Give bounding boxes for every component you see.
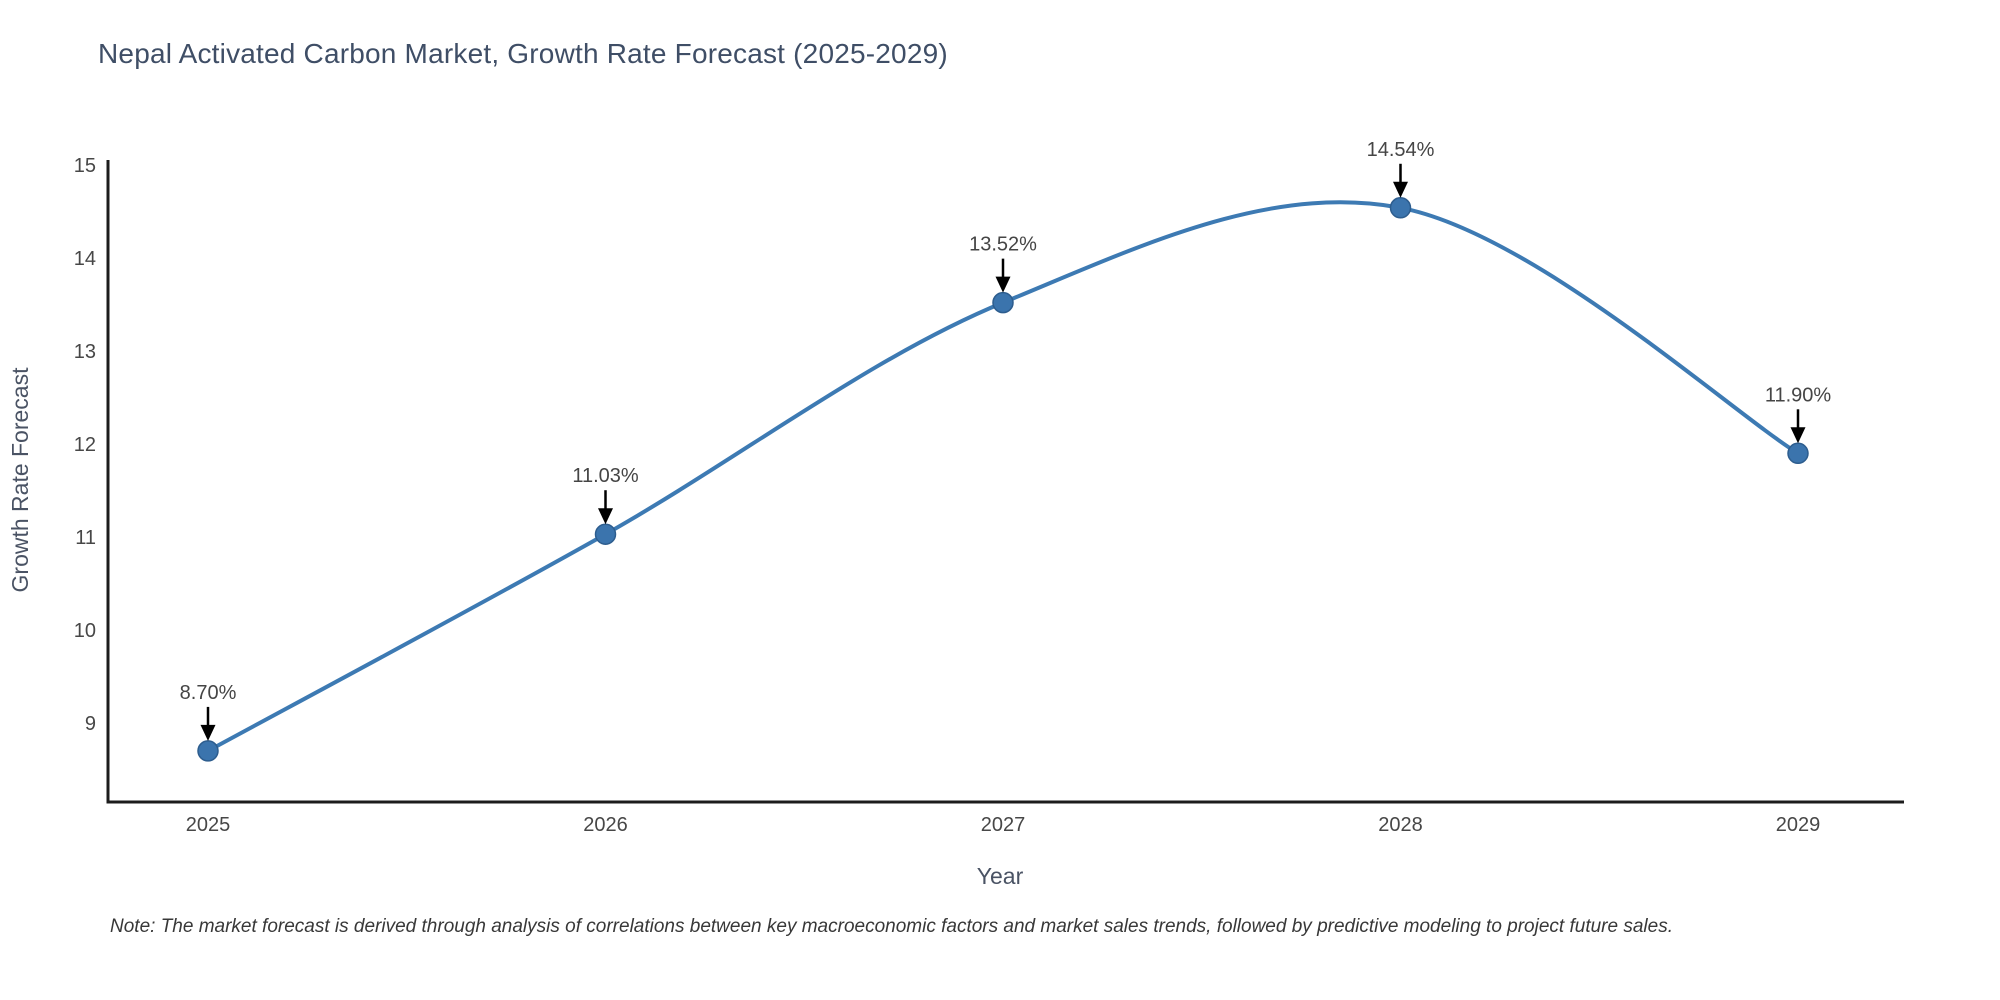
x-tick-label: 2027 [981,814,1026,836]
annotation-arrow-head [598,508,613,525]
y-tick-label: 12 [74,434,96,456]
annotation-arrow-head [200,724,216,741]
y-axis-title: Growth Rate Forecast [7,367,33,593]
x-tick-label: 2026 [583,814,628,836]
annotation-label: 13.52% [969,234,1037,256]
data-point-2026 [594,523,617,545]
annotation-label: 8.70% [180,682,237,704]
y-tick-label: 15 [74,155,96,177]
data-point-2027 [992,291,1014,314]
y-tick-label: 14 [74,248,96,270]
annotation-arrow-head [1393,181,1408,198]
data-point-2028 [1389,197,1412,219]
x-axis-title: Year [977,863,1024,889]
annotation-arrow-head [1790,427,1806,444]
annotation-label: 14.54% [1367,139,1435,161]
y-tick-label: 9 [85,713,96,735]
footnote: Note: The market forecast is derived thr… [110,916,1673,937]
y-tick-label: 13 [74,341,96,363]
annotation-arrow-head [995,276,1011,293]
annotation-label: 11.03% [572,465,639,487]
data-point-2029 [1787,442,1809,465]
chart-title: Nepal Activated Carbon Market, Growth Ra… [98,38,948,69]
x-tick-label: 2025 [186,814,231,836]
data-point-2025 [197,740,219,762]
x-tick-label: 2029 [1776,814,1821,836]
x-tick-label: 2028 [1378,814,1423,836]
annotation-label: 11.90% [1765,384,1832,406]
y-tick-label: 10 [74,620,96,642]
y-tick-label: 11 [75,527,96,549]
